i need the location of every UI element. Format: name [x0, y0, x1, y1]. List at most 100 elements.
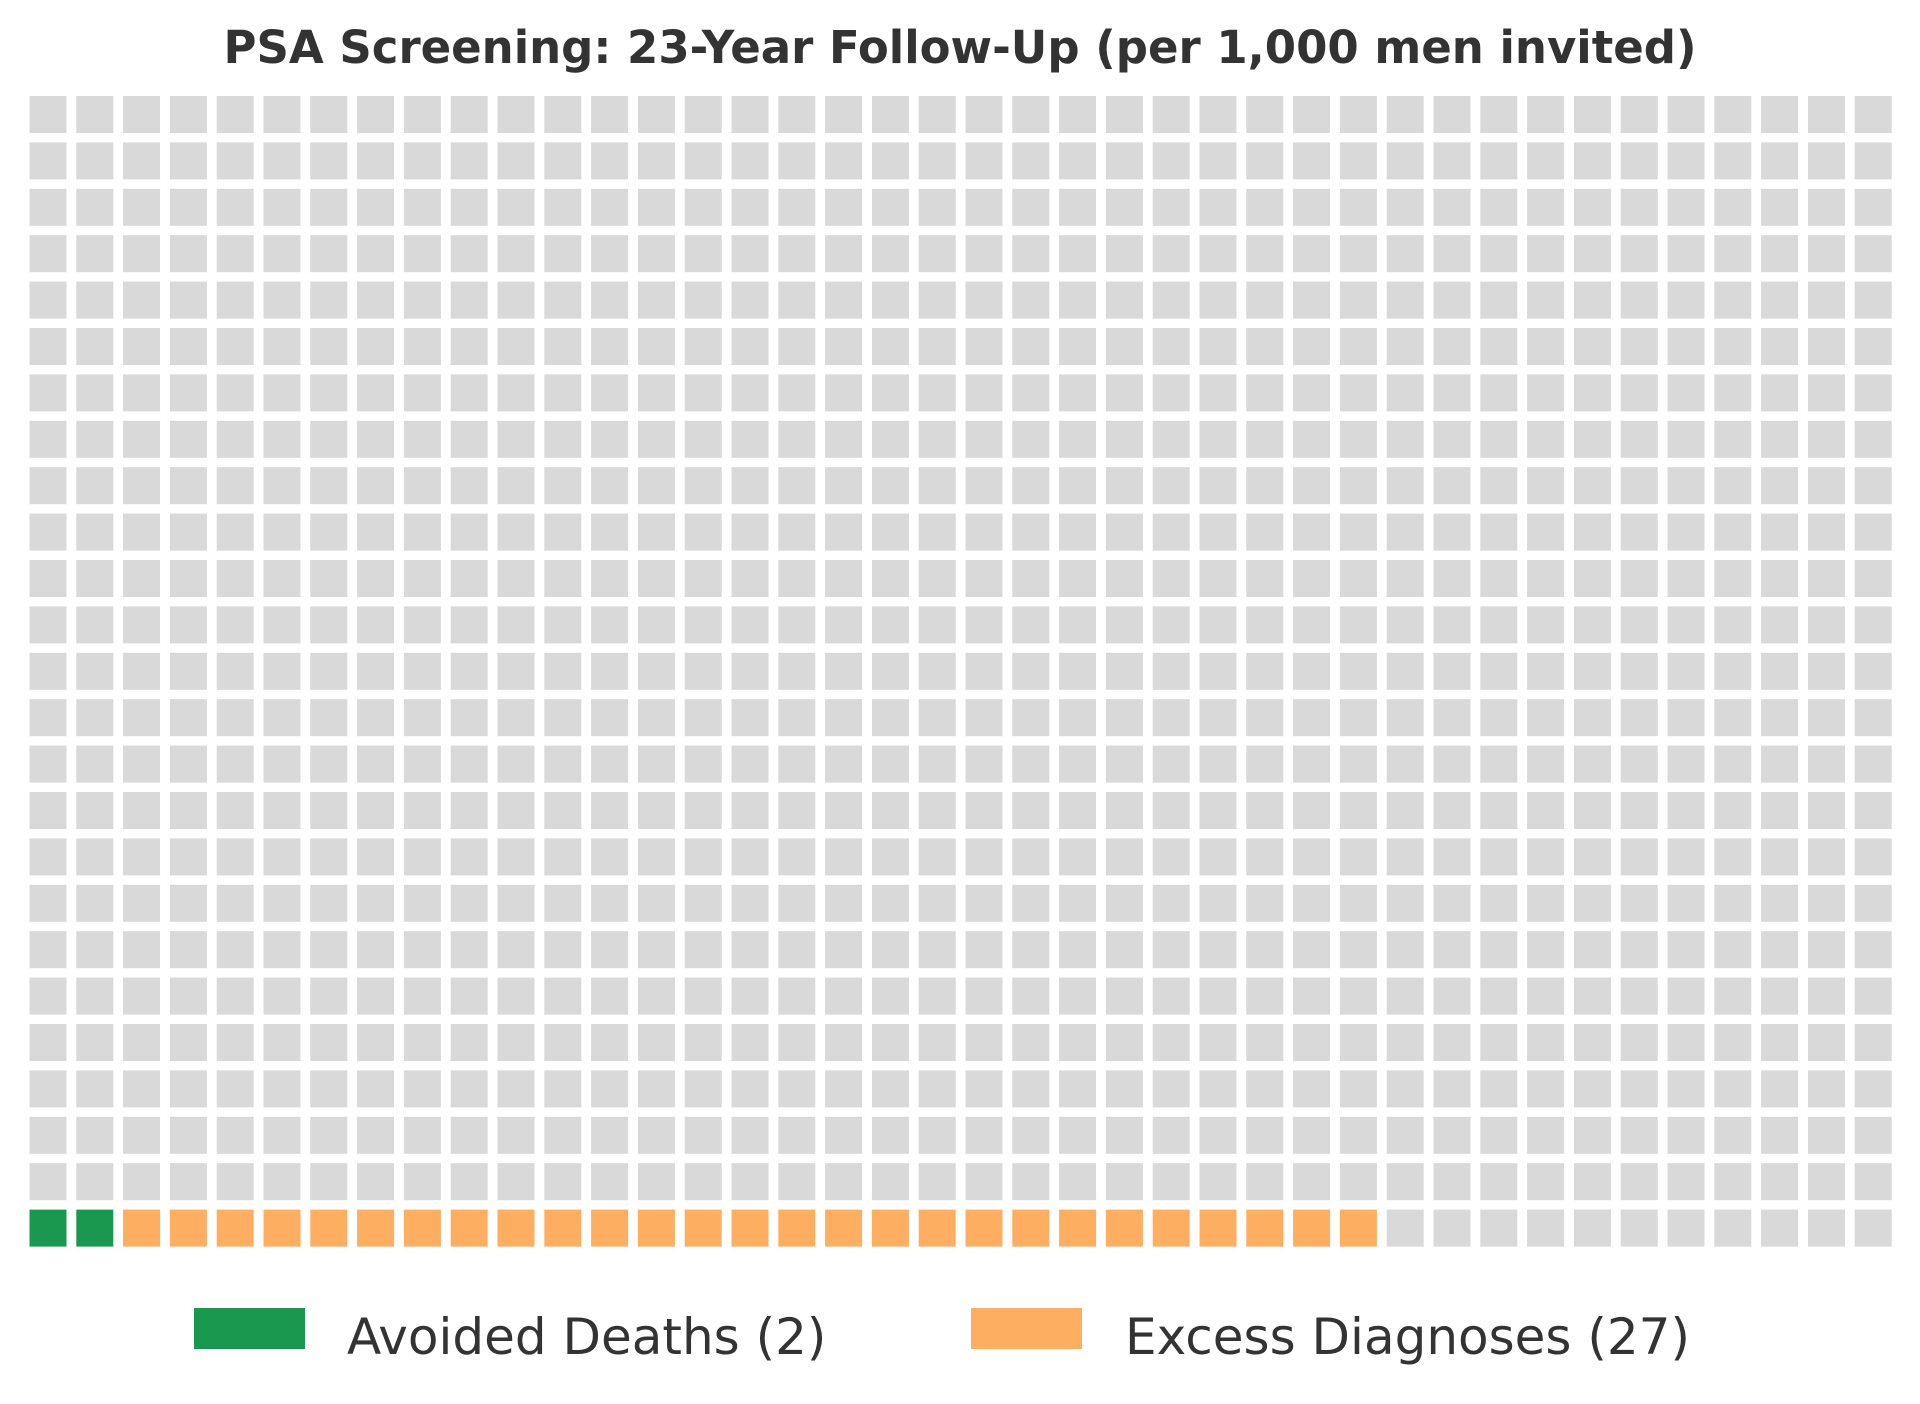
waffle-cell — [1293, 235, 1331, 273]
waffle-cell — [1199, 281, 1237, 319]
waffle-cell — [1293, 513, 1331, 551]
waffle-cell — [1807, 977, 1845, 1015]
waffle-cell — [216, 281, 254, 319]
waffle-cell — [918, 699, 956, 737]
waffle-cell — [123, 652, 161, 690]
waffle-cell — [684, 188, 722, 226]
waffle-cell — [1620, 96, 1658, 133]
waffle-cell — [1105, 235, 1143, 273]
waffle-cell — [778, 420, 816, 458]
waffle-cell — [357, 1070, 395, 1108]
waffle-cell — [544, 420, 582, 458]
waffle-cell — [76, 1070, 114, 1108]
waffle-cell — [1480, 1163, 1518, 1201]
waffle-cell — [1059, 513, 1097, 551]
waffle-cell — [1433, 1163, 1471, 1201]
waffle-cell — [825, 1070, 863, 1108]
waffle-cell — [1714, 745, 1752, 783]
excess-diagnosis-cell — [263, 1209, 301, 1247]
waffle-cell — [637, 884, 675, 922]
excess-diagnosis-cell — [1339, 1209, 1377, 1247]
waffle-cell — [1480, 1024, 1518, 1061]
waffle-cell — [1246, 142, 1284, 180]
waffle-cell — [1433, 560, 1471, 597]
waffle-cell — [1667, 188, 1705, 226]
waffle-cell — [1012, 652, 1050, 690]
waffle-cell — [263, 420, 301, 458]
waffle-cell — [1433, 1209, 1471, 1247]
waffle-cell — [1152, 467, 1190, 505]
waffle-cell — [1667, 560, 1705, 597]
waffle-cell — [1012, 513, 1050, 551]
waffle-cell — [1714, 328, 1752, 365]
waffle-cell — [263, 884, 301, 922]
waffle-cell — [637, 1024, 675, 1061]
waffle-cell — [637, 513, 675, 551]
waffle-cell — [918, 188, 956, 226]
waffle-cell — [1012, 235, 1050, 273]
waffle-cell — [778, 606, 816, 644]
waffle-cell — [1761, 1163, 1799, 1201]
waffle-cell — [1527, 96, 1565, 133]
waffle-cell — [1433, 374, 1471, 412]
waffle-cell — [1433, 606, 1471, 644]
excess-diagnosis-cell — [1105, 1209, 1143, 1247]
waffle-cell — [731, 838, 769, 876]
waffle-cell — [591, 281, 629, 319]
waffle-cell — [1573, 884, 1611, 922]
waffle-cell — [1246, 420, 1284, 458]
waffle-cell — [403, 374, 441, 412]
waffle-cell — [1059, 699, 1097, 737]
waffle-cell — [684, 745, 722, 783]
waffle-cell — [778, 328, 816, 365]
waffle-cell — [1854, 281, 1892, 319]
waffle-cell — [263, 838, 301, 876]
waffle-cell — [1620, 281, 1658, 319]
waffle-cell — [778, 1070, 816, 1108]
waffle-cell — [1714, 96, 1752, 133]
waffle-cell — [123, 235, 161, 273]
waffle-cell — [1573, 560, 1611, 597]
waffle-cell — [169, 560, 207, 597]
waffle-cell — [357, 328, 395, 365]
waffle-cell — [684, 420, 722, 458]
waffle-cell — [1480, 420, 1518, 458]
waffle-cell — [310, 235, 348, 273]
waffle-cell — [1386, 699, 1424, 737]
waffle-cell — [591, 142, 629, 180]
waffle-cell — [871, 560, 909, 597]
waffle-cell — [1339, 1070, 1377, 1108]
waffle-cell — [29, 513, 67, 551]
waffle-cell — [1761, 328, 1799, 365]
waffle-cell — [1854, 235, 1892, 273]
waffle-cell — [123, 606, 161, 644]
waffle-cell — [497, 467, 535, 505]
waffle-cell — [1105, 281, 1143, 319]
waffle-cell — [1527, 467, 1565, 505]
waffle-cell — [825, 699, 863, 737]
waffle-cell — [1386, 1024, 1424, 1061]
excess-diagnosis-cell — [778, 1209, 816, 1247]
waffle-cell — [1620, 1209, 1658, 1247]
waffle-cell — [1105, 745, 1143, 783]
waffle-cell — [778, 1024, 816, 1061]
waffle-cell — [29, 374, 67, 412]
waffle-cell — [1386, 420, 1424, 458]
waffle-cell — [357, 142, 395, 180]
waffle-cell — [1714, 1024, 1752, 1061]
waffle-cell — [123, 96, 161, 133]
waffle-cell — [544, 235, 582, 273]
waffle-cell — [684, 1070, 722, 1108]
waffle-cell — [1386, 745, 1424, 783]
waffle-cell — [1761, 420, 1799, 458]
waffle-cell — [1761, 838, 1799, 876]
waffle-cell — [1854, 1070, 1892, 1108]
waffle-cell — [778, 931, 816, 969]
waffle-cell — [216, 977, 254, 1015]
waffle-cell — [1527, 745, 1565, 783]
waffle-cell — [1059, 745, 1097, 783]
waffle-cell — [1854, 1024, 1892, 1061]
waffle-cell — [637, 1163, 675, 1201]
waffle-cell — [1433, 328, 1471, 365]
waffle-cell — [29, 188, 67, 226]
